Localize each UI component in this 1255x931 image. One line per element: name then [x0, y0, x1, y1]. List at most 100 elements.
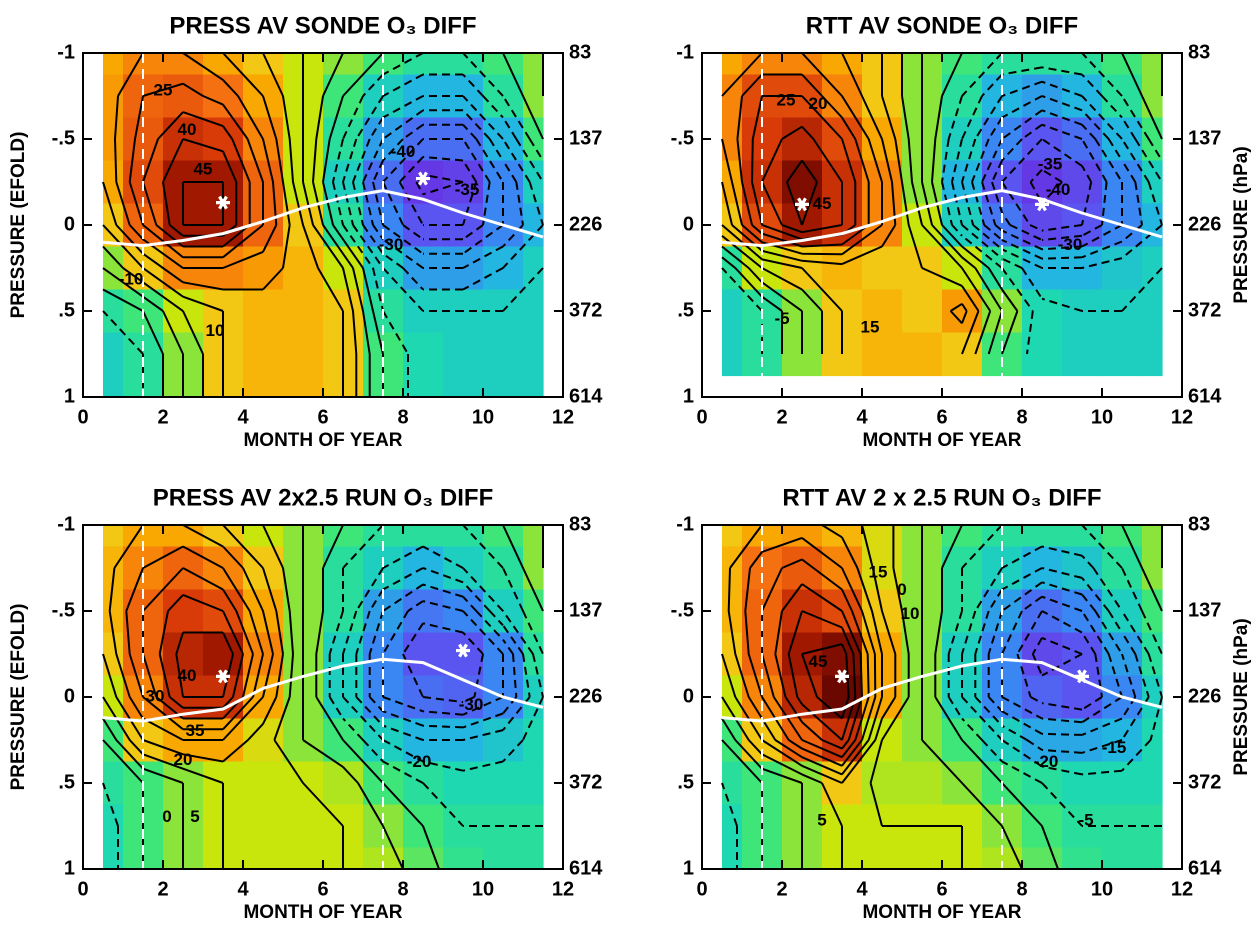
cell	[443, 847, 484, 870]
y-tick-label: -.5	[52, 599, 75, 621]
y-tick-label: 0	[683, 213, 694, 235]
contour-label: -40	[391, 142, 416, 161]
y-axis-label: PRESSURE (EFOLD)	[8, 604, 29, 791]
y-tick-label: .5	[677, 771, 694, 793]
x-tick-label: 10	[472, 878, 494, 900]
cell	[523, 203, 544, 248]
contour-line	[114, 52, 278, 269]
cell	[902, 332, 943, 377]
cell	[443, 53, 484, 76]
cell	[523, 332, 544, 377]
cell	[363, 847, 404, 870]
cell	[722, 718, 743, 763]
cell	[403, 375, 444, 398]
contour-line	[974, 567, 1150, 754]
cell	[103, 804, 124, 849]
contour-label: 35	[186, 721, 205, 740]
cell	[1142, 761, 1163, 806]
contour-line	[1016, 610, 1103, 711]
contour-line	[786, 159, 818, 226]
cell	[1102, 525, 1143, 548]
y-tick-label: 0	[64, 213, 75, 235]
cell	[523, 53, 544, 76]
cell	[283, 804, 324, 849]
cell	[722, 546, 743, 591]
cell	[243, 53, 284, 76]
cell	[163, 74, 204, 119]
x-tick-label: 8	[397, 406, 408, 428]
cell	[722, 847, 743, 870]
cell	[103, 289, 124, 334]
tropopause-line	[721, 189, 1163, 248]
cell	[1022, 525, 1063, 548]
x-axis-label: MONTH OF YEAR	[243, 902, 402, 923]
y2-tick-label: 614	[569, 857, 603, 879]
tropopause-line	[721, 657, 1163, 723]
contour-label: 0	[897, 580, 906, 599]
cell	[902, 847, 943, 870]
cell	[283, 847, 324, 870]
cell	[103, 525, 124, 548]
y2-tick-label: 137	[1188, 127, 1221, 149]
cell	[483, 847, 524, 870]
cell	[1062, 847, 1103, 870]
contour-label: 40	[178, 120, 197, 139]
cell	[103, 632, 124, 677]
cell	[1062, 53, 1103, 76]
contour-line	[727, 524, 883, 776]
cell	[942, 289, 983, 334]
cell	[902, 289, 943, 334]
cell	[742, 525, 783, 548]
cell	[103, 332, 124, 377]
cell	[403, 525, 444, 548]
x-tick-label: 10	[1091, 878, 1113, 900]
tropopause-line	[102, 657, 544, 723]
y2-tick-label: 372	[569, 299, 602, 321]
y-tick-label: 1	[683, 385, 694, 407]
y2-tick-label: 372	[1188, 771, 1221, 793]
cell	[103, 375, 124, 398]
y-tick-label: 1	[64, 385, 75, 407]
cell	[283, 375, 324, 398]
cell	[1142, 332, 1163, 377]
x-tick-label: 0	[696, 406, 707, 428]
cell	[103, 203, 124, 248]
y2-tick-label: 83	[1188, 513, 1210, 535]
max-marker	[795, 197, 809, 212]
contour-line	[352, 95, 544, 291]
contour-line	[721, 52, 883, 256]
cell	[243, 375, 284, 398]
cell	[722, 632, 743, 677]
y-tick-label: 0	[64, 685, 75, 707]
y-tick-label: .5	[677, 299, 694, 321]
x-tick-label: 6	[936, 406, 947, 428]
contour-line	[382, 138, 491, 241]
cell	[243, 718, 284, 763]
contour-label: -15	[1102, 738, 1127, 757]
cell	[103, 53, 124, 76]
x-tick-label: 2	[157, 878, 168, 900]
cell	[203, 632, 244, 677]
contour-line	[721, 53, 992, 355]
cell	[483, 525, 524, 548]
contour-line	[108, 524, 274, 741]
contour-label: 20	[809, 94, 828, 113]
max-marker	[1035, 197, 1049, 212]
cell	[203, 53, 244, 76]
cell	[203, 74, 244, 119]
contour-line	[991, 123, 1108, 241]
contour-label: -30	[379, 235, 404, 254]
cell	[822, 53, 863, 76]
cell	[243, 804, 284, 849]
x-tick-label: 2	[776, 406, 787, 428]
cell	[1142, 546, 1163, 591]
y-tick-label: -1	[676, 41, 694, 63]
x-tick-label: 6	[317, 406, 328, 428]
cell	[523, 246, 544, 291]
cell	[722, 117, 743, 162]
cell	[243, 525, 284, 548]
cell	[1142, 53, 1163, 76]
cell	[862, 289, 903, 334]
x-tick-label: 8	[397, 878, 408, 900]
contour-line	[787, 610, 857, 741]
